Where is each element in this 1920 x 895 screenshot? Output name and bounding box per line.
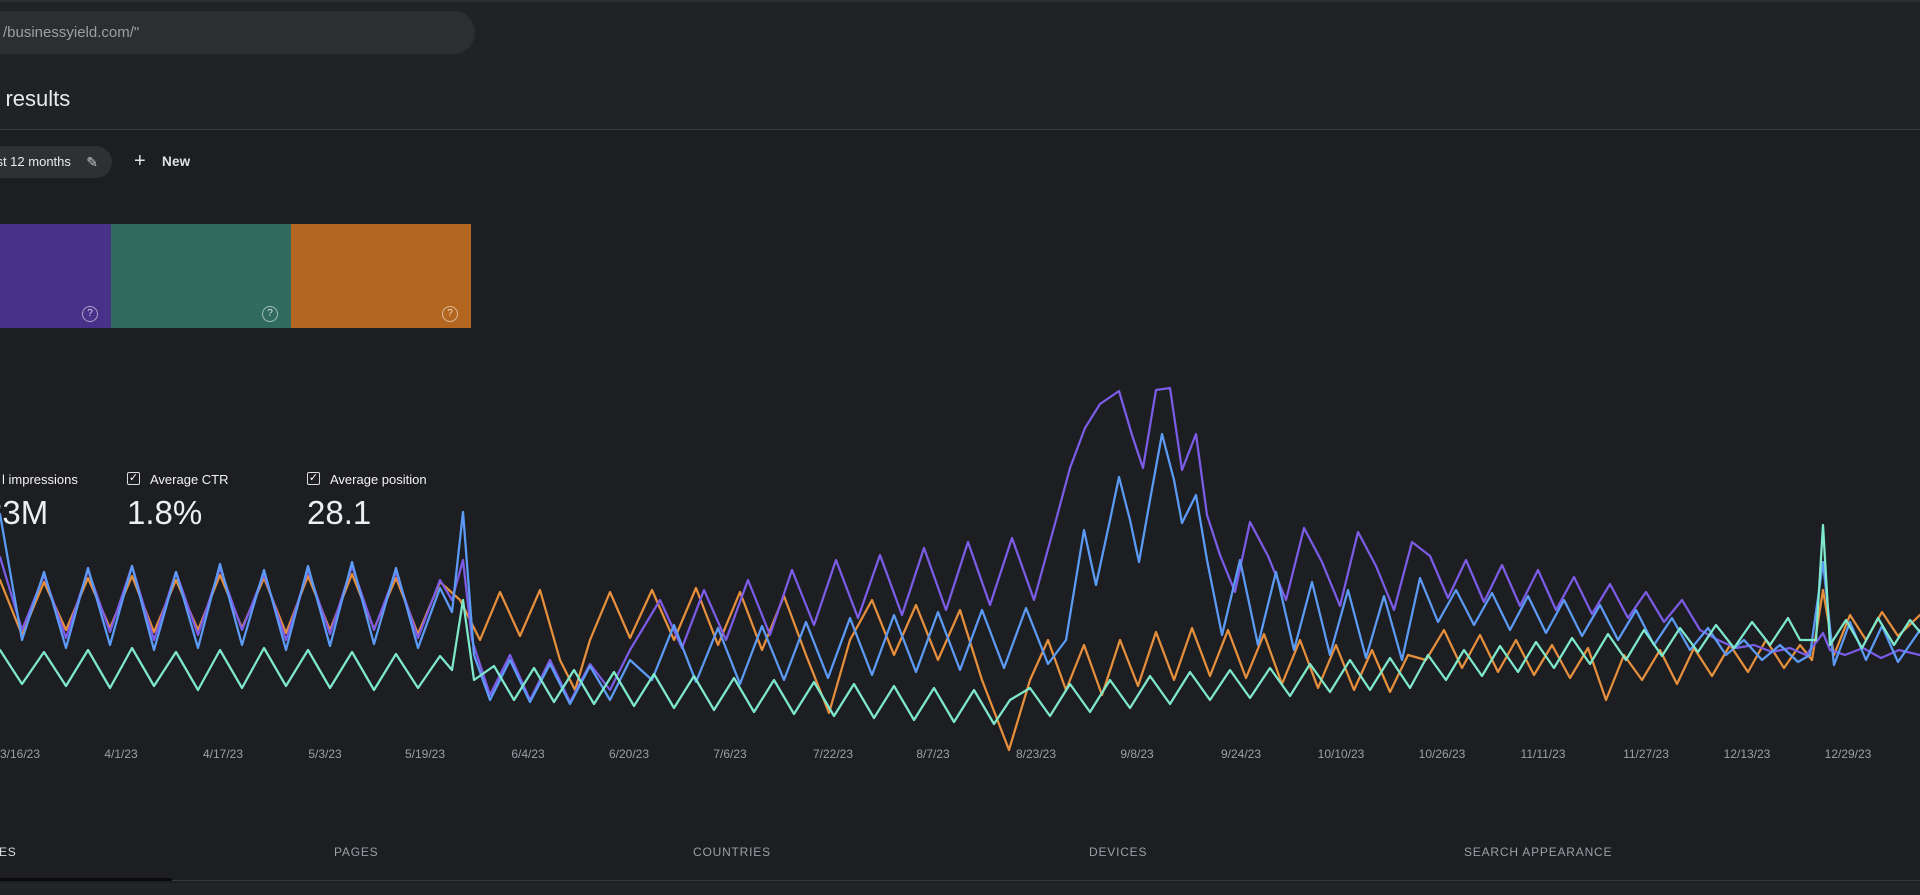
tabs-divider (0, 880, 1920, 881)
metric-card-average-ctr[interactable]: ✓ Average CTR 1.8% ? (111, 224, 291, 531)
tab-queries[interactable]: QUERIES (0, 845, 17, 859)
x-tick-label: 11/11/23 (1520, 747, 1566, 761)
x-tick-label: 9/24/23 (1220, 747, 1262, 761)
ctr-help-icon[interactable]: ? (262, 306, 278, 322)
ctr-card-value: 1.8% (127, 494, 203, 531)
position-card-value: 28.1 (307, 494, 372, 531)
x-tick-label: 12/29/23 (1824, 747, 1872, 761)
position-card-label: Average position (330, 472, 427, 487)
x-tick-label: 8/23/23 (1015, 747, 1057, 761)
table-surface-top (0, 883, 1920, 895)
x-tick-label: 7/22/23 (812, 747, 854, 761)
line-series-average-position (0, 572, 1920, 752)
new-filter-label[interactable]: New (162, 154, 191, 169)
header-divider (0, 129, 1920, 130)
impressions-card-label: l impressions (2, 472, 78, 487)
x-tick-label: 9/8/23 (1120, 747, 1154, 761)
url-inspect-searchbar[interactable]: /businessyield.com/" (0, 11, 475, 54)
metric-card-impressions[interactable]: ✓ l impressions 83M ? (0, 224, 111, 531)
impressions-card-value: 83M (0, 494, 49, 531)
date-range-label: Last 12 months (0, 154, 71, 169)
x-tick-label: 8/7/23 (916, 747, 950, 761)
active-tab-underline (0, 878, 172, 881)
position-help-icon[interactable]: ? (442, 306, 458, 322)
url-inspect-input-text[interactable]: /businessyield.com/" (3, 24, 140, 41)
line-series-average-ctr (0, 523, 1920, 726)
impressions-help-icon[interactable]: ? (82, 306, 98, 322)
tab-devices[interactable]: DEVICES (1089, 845, 1148, 859)
ctr-checkbox-checked-icon[interactable]: ✓ (127, 472, 140, 485)
x-tick-label: 5/19/23 (404, 747, 446, 761)
x-tick-label: 12/13/23 (1723, 747, 1771, 761)
tab-search-appearance[interactable]: SEARCH APPEARANCE (1464, 845, 1613, 859)
x-tick-label: 6/20/23 (608, 747, 650, 761)
ctr-card-label: Average CTR (150, 472, 229, 487)
position-checkbox-checked-icon[interactable]: ✓ (307, 472, 320, 485)
x-tick-label: 3/16/23 (0, 747, 41, 761)
x-tick-label: 10/26/23 (1418, 747, 1466, 761)
line-series-total-impressions (0, 386, 1920, 704)
x-tick-label: 4/17/23 (202, 747, 244, 761)
page-title: Performance on Search results (5, 86, 71, 111)
line-series-total-clicks (0, 432, 1920, 706)
date-range-filter-chip[interactable]: Last 12 months ✎ (0, 146, 112, 178)
tab-countries[interactable]: COUNTRIES (693, 845, 771, 859)
x-tick-label: 4/1/23 (104, 747, 138, 761)
x-tick-label: 7/6/23 (713, 747, 747, 761)
x-tick-label: 11/27/23 (1623, 747, 1669, 761)
x-tick-label: 10/10/23 (1317, 747, 1365, 761)
edit-pencil-icon[interactable]: ✎ (86, 154, 98, 170)
tab-pages[interactable]: PAGES (334, 845, 379, 859)
x-tick-label: 5/3/23 (308, 747, 342, 761)
chart-x-axis: 3/16/23 4/1/23 4/17/23 5/3/23 5/19/23 6/4/23 6… (0, 747, 1920, 763)
metric-card-average-position[interactable]: ✓ Average position 28.1 ? (291, 224, 471, 531)
plus-icon[interactable]: + (134, 150, 146, 172)
x-tick-label: 6/4/23 (511, 747, 545, 761)
